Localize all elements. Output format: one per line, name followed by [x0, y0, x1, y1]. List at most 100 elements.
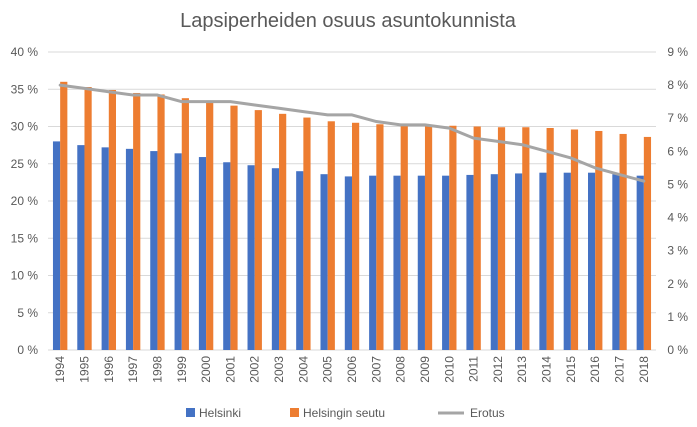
x-axis-ticks: 1994 1995 1996 1997 1998 1999 2000 2001 2002 2003…	[53, 356, 651, 383]
bar-helsinki	[369, 175, 377, 350]
legend: Helsinki Helsingin seutu Erotus	[186, 406, 505, 420]
left-tick-label: 0 %	[17, 343, 38, 357]
bar-helsingin-seutu	[473, 126, 481, 350]
bar-helsinki	[52, 141, 61, 350]
x-tick-label: 2012	[491, 356, 505, 383]
x-tick-label: 1997	[126, 356, 140, 383]
left-tick-label: 35 %	[11, 82, 39, 96]
line-erotus	[58, 83, 646, 183]
x-tick-label: 2013	[515, 356, 529, 383]
right-tick-label: 5 %	[667, 177, 688, 191]
x-tick-label: 2002	[248, 356, 262, 383]
right-axis-ticks: 0 % 1 % 2 % 3 % 4 % 5 % 6 % 7 % 8 % 9 %	[667, 45, 688, 357]
left-tick-label: 10 %	[11, 269, 39, 283]
bar-helsingin-seutu	[522, 127, 530, 351]
right-tick-label: 7 %	[667, 111, 688, 125]
x-tick-label: 1996	[102, 356, 116, 383]
x-tick-label: 2007	[369, 356, 383, 383]
x-tick-label: 2005	[321, 356, 335, 383]
x-tick-label: 1994	[53, 356, 67, 383]
x-tick-label: 2011	[467, 356, 481, 382]
bar-helsingin-seutu	[230, 105, 238, 350]
left-axis-ticks: 0 % 5 % 10 % 15 % 20 % 25 % 30 % 35 % 40 %	[11, 45, 39, 357]
difference-line	[58, 83, 646, 183]
left-tick-label: 15 %	[11, 231, 39, 245]
right-tick-label: 2 %	[667, 277, 688, 291]
bar-helsinki	[247, 165, 255, 350]
legend-label: Helsinki	[199, 406, 241, 420]
bar-helsingin-seutu	[376, 124, 384, 350]
bar-helsinki	[417, 175, 425, 350]
x-tick-label: 1995	[77, 356, 91, 383]
x-tick-label: 2008	[394, 356, 408, 383]
bar-helsinki	[636, 175, 644, 350]
bar-helsingin-seutu	[206, 101, 214, 350]
legend-label: Erotus	[470, 406, 505, 420]
bar-helsingin-seutu	[181, 98, 189, 350]
bar-helsinki	[393, 175, 401, 350]
x-tick-label: 2000	[199, 356, 213, 383]
right-tick-label: 3 %	[667, 244, 688, 258]
bar-helsingin-seutu	[84, 87, 92, 350]
bar-helsinki	[296, 171, 304, 350]
right-tick-label: 8 %	[667, 78, 688, 92]
bar-helsingin-seutu	[303, 117, 311, 350]
bar-helsingin-seutu	[497, 127, 506, 351]
bar-helsingin-seutu	[327, 121, 335, 350]
bar-helsinki	[198, 157, 207, 350]
bar-helsinki	[77, 145, 85, 350]
legend-swatch	[290, 408, 299, 417]
chart-title: Lapsiperheiden osuus asuntokunnista	[180, 10, 517, 32]
legend-label: Helsingin seutu	[303, 406, 385, 420]
bar-helsinki	[223, 162, 231, 350]
x-tick-label: 2001	[223, 356, 237, 383]
bar-helsinki	[320, 174, 328, 350]
left-tick-label: 40 %	[11, 45, 39, 59]
x-tick-label: 2009	[418, 356, 432, 383]
x-tick-label: 1999	[175, 356, 189, 383]
bar-helsingin-seutu	[643, 136, 652, 350]
bar-helsingin-seutu	[108, 89, 116, 351]
left-tick-label: 25 %	[11, 157, 39, 171]
bar-helsinki	[150, 151, 158, 350]
bar-helsingin-seutu	[133, 92, 141, 350]
bar-helsinki	[101, 147, 109, 350]
bar-helsingin-seutu	[60, 81, 68, 351]
x-tick-label: 2010	[442, 356, 456, 383]
bar-helsingin-seutu	[570, 129, 579, 350]
bars	[52, 81, 652, 351]
x-tick-label: 2018	[637, 356, 651, 383]
bar-helsinki	[466, 174, 474, 350]
x-tick-label: 2014	[540, 356, 554, 383]
right-tick-label: 4 %	[667, 211, 688, 225]
left-tick-label: 30 %	[11, 120, 39, 134]
bar-helsinki	[612, 174, 620, 350]
bar-helsinki	[539, 172, 547, 350]
bar-helsinki	[174, 153, 182, 350]
x-tick-label: 2004	[296, 356, 310, 383]
x-tick-label: 2016	[588, 356, 602, 383]
bar-helsingin-seutu	[352, 122, 360, 351]
legend-swatch	[186, 408, 195, 417]
right-tick-label: 9 %	[667, 45, 688, 59]
bar-helsinki	[490, 174, 498, 350]
bar-helsingin-seutu	[254, 110, 262, 350]
x-tick-label: 2003	[272, 356, 286, 383]
bar-helsingin-seutu	[449, 125, 457, 350]
bar-helsinki	[515, 173, 523, 350]
right-tick-label: 0 %	[667, 343, 688, 357]
bar-helsingin-seutu	[400, 125, 408, 350]
bar-helsinki	[344, 176, 352, 350]
left-tick-label: 20 %	[11, 194, 39, 208]
bar-helsingin-seutu	[595, 130, 603, 350]
left-tick-label: 5 %	[17, 306, 38, 320]
bar-helsingin-seutu	[424, 125, 433, 350]
bar-helsinki	[588, 172, 596, 350]
x-tick-label: 2006	[345, 356, 359, 383]
bar-helsingin-seutu	[279, 113, 287, 351]
bar-helsinki	[125, 148, 134, 350]
right-tick-label: 1 %	[667, 310, 688, 324]
x-tick-label: 2017	[613, 356, 627, 383]
bar-helsingin-seutu	[546, 127, 554, 351]
